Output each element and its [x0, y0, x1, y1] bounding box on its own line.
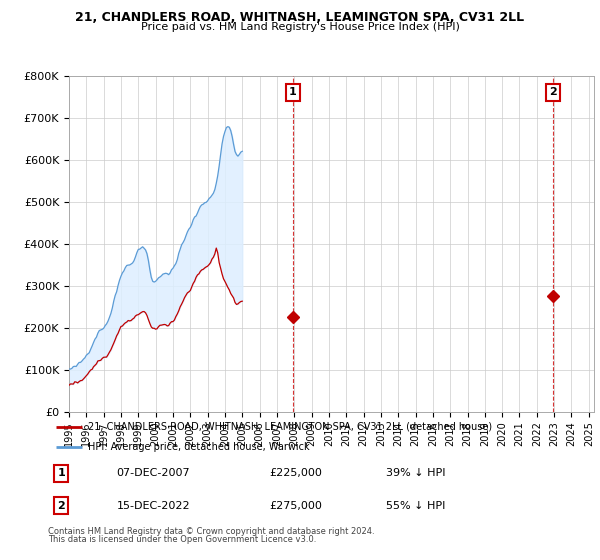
Text: 21, CHANDLERS ROAD, WHITNASH, LEAMINGTON SPA, CV31 2LL: 21, CHANDLERS ROAD, WHITNASH, LEAMINGTON…	[76, 11, 524, 24]
Text: Contains HM Land Registry data © Crown copyright and database right 2024.: Contains HM Land Registry data © Crown c…	[48, 528, 374, 536]
Text: This data is licensed under the Open Government Licence v3.0.: This data is licensed under the Open Gov…	[48, 535, 316, 544]
Text: 55% ↓ HPI: 55% ↓ HPI	[386, 501, 445, 511]
Text: 39% ↓ HPI: 39% ↓ HPI	[386, 468, 445, 478]
Text: 15-DEC-2022: 15-DEC-2022	[116, 501, 190, 511]
Text: 1: 1	[289, 87, 297, 97]
Text: 2: 2	[58, 501, 65, 511]
Text: 21, CHANDLERS ROAD, WHITNASH, LEAMINGTON SPA, CV31 2LL (detached house): 21, CHANDLERS ROAD, WHITNASH, LEAMINGTON…	[88, 422, 492, 432]
Text: Price paid vs. HM Land Registry's House Price Index (HPI): Price paid vs. HM Land Registry's House …	[140, 22, 460, 32]
Text: 2: 2	[550, 87, 557, 97]
Text: 07-DEC-2007: 07-DEC-2007	[116, 468, 190, 478]
Text: £275,000: £275,000	[270, 501, 323, 511]
Text: 1: 1	[58, 468, 65, 478]
Text: HPI: Average price, detached house, Warwick: HPI: Average price, detached house, Warw…	[88, 442, 309, 452]
Text: £225,000: £225,000	[270, 468, 323, 478]
